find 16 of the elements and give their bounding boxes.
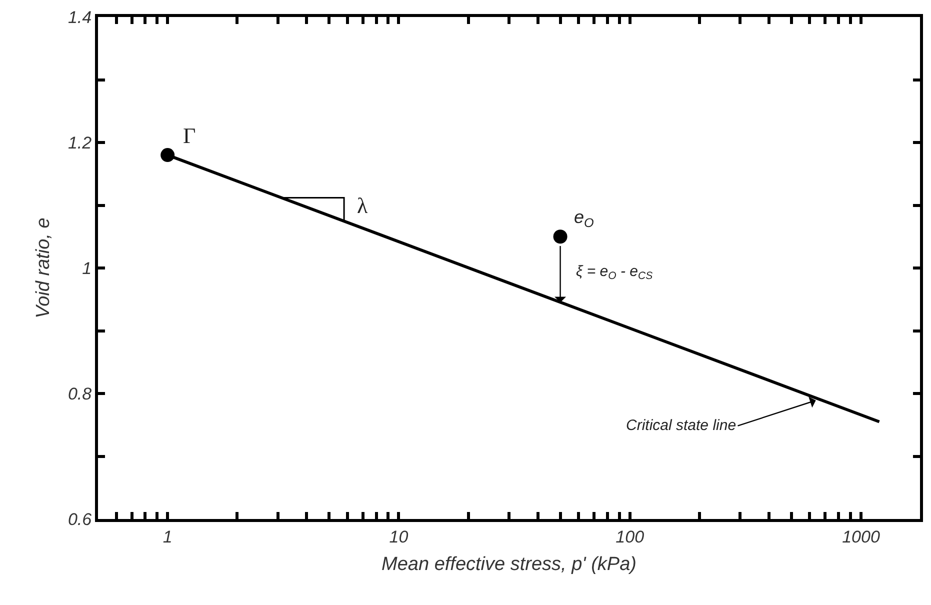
y-tick-label: 0.6 — [68, 510, 92, 529]
y-tick-label: 1 — [82, 258, 92, 278]
x-tick-label: 100 — [616, 527, 645, 546]
annotation: ξ = e$_{O}$ - e$_{CS}$ — [576, 263, 653, 282]
annotation: λ — [357, 193, 368, 218]
y-tick-label: 1.4 — [68, 8, 92, 27]
y-tick-label: 1.2 — [68, 133, 92, 152]
x-tick-label: 1 — [162, 527, 172, 546]
x-tick-label: 10 — [389, 527, 409, 546]
annotation: Γ — [183, 123, 196, 148]
x-axis-title: Mean effective stress, p' (kPa) — [382, 554, 636, 576]
y-axis-title: Void ratio, e — [32, 218, 54, 318]
annotation: Critical state line — [626, 417, 736, 434]
annotation: e$_{O}$ — [574, 207, 594, 230]
y-tick-label: 0.8 — [68, 384, 92, 404]
x-tick-label: 1000 — [842, 527, 880, 546]
